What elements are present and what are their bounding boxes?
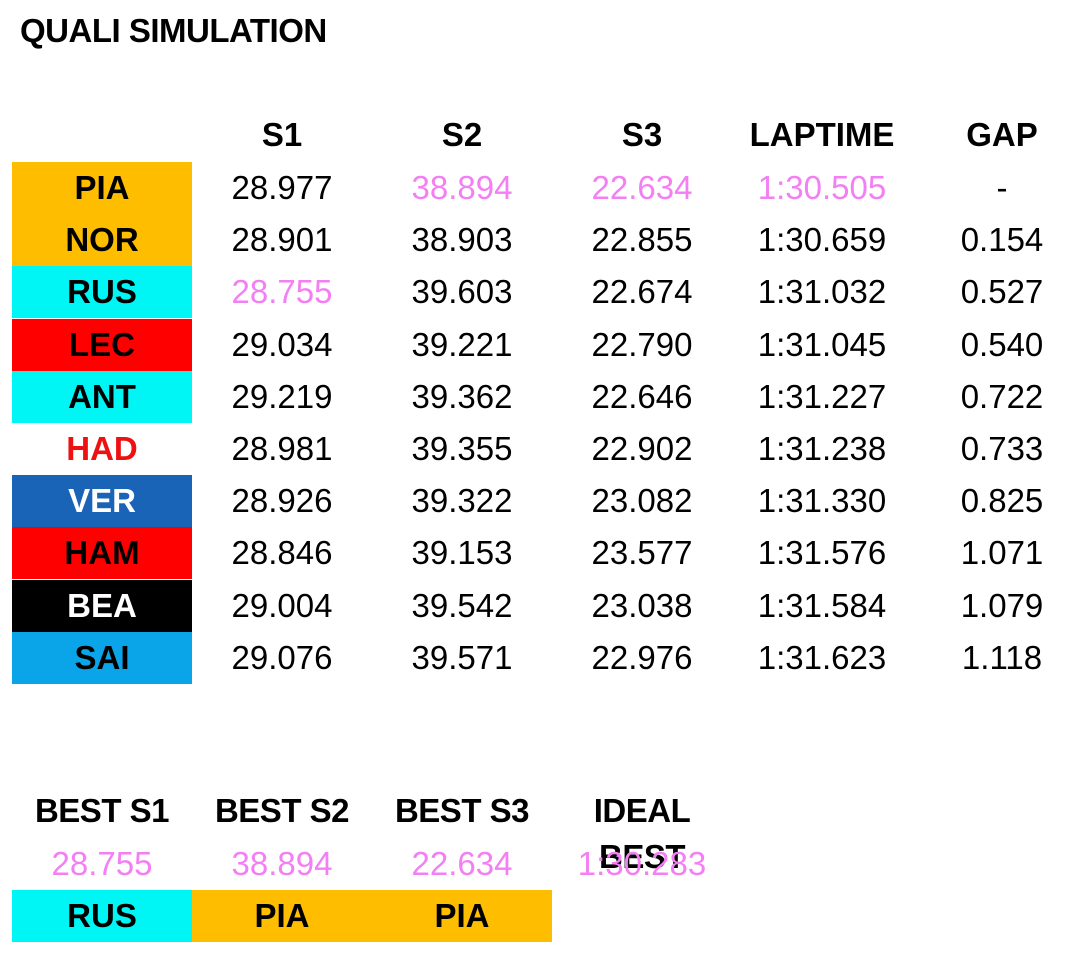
table-row: BEA 29.004 39.542 23.038 1:31.584 1.079 bbox=[0, 579, 1080, 632]
table-row: SAI 29.076 39.571 22.976 1:31.623 1.118 bbox=[0, 631, 1080, 684]
cell-s1: 28.846 bbox=[231, 534, 333, 572]
cell-laptime: 1:31.238 bbox=[757, 430, 887, 467]
cell-s1: 28.901 bbox=[231, 221, 333, 259]
cell-gap: 1.071 bbox=[960, 534, 1044, 572]
driver-code: NOR bbox=[12, 214, 192, 267]
cell-laptime: 1:31.584 bbox=[757, 586, 887, 624]
header-laptime: LAPTIME bbox=[749, 116, 895, 153]
cell-s2: 38.903 bbox=[411, 221, 513, 259]
cell-s3: 22.790 bbox=[591, 325, 693, 363]
page-title: QUALI SIMULATION bbox=[20, 12, 327, 49]
table-row: PIA 28.977 38.894 22.634 1:30.505 - bbox=[0, 162, 1080, 214]
driver-code: ANT bbox=[12, 370, 192, 423]
cell-s2: 39.542 bbox=[411, 586, 513, 624]
cell-s2: 39.322 bbox=[411, 482, 513, 520]
table-row: NOR 28.901 38.903 22.855 1:30.659 0.154 bbox=[0, 214, 1080, 267]
cell-s3: 22.855 bbox=[591, 221, 693, 259]
cell-s2: 39.221 bbox=[411, 325, 513, 363]
driver-code: SAI bbox=[12, 631, 192, 684]
cell-s1: 28.977 bbox=[231, 169, 333, 206]
best-s2-value: 38.894 bbox=[231, 845, 333, 882]
cell-gap: 1.079 bbox=[960, 586, 1044, 624]
cell-s3: 23.577 bbox=[591, 534, 693, 572]
cell-laptime: 1:30.659 bbox=[757, 221, 887, 259]
ideal-best-value: 1:30.283 bbox=[577, 845, 707, 882]
driver-code: RUS bbox=[12, 266, 192, 319]
cell-s3: 22.902 bbox=[591, 430, 693, 467]
best-s1-header: BEST S1 bbox=[34, 792, 170, 829]
cell-s3: 23.038 bbox=[591, 586, 693, 624]
driver-code: BEA bbox=[12, 579, 192, 632]
cell-s3: 22.976 bbox=[591, 638, 693, 676]
cell-gap: 1.118 bbox=[961, 638, 1043, 676]
driver-code: PIA bbox=[12, 162, 192, 214]
cell-laptime: 1:31.032 bbox=[757, 273, 887, 311]
cell-s1: 28.981 bbox=[231, 430, 333, 467]
cell-s3: 22.634 bbox=[591, 169, 693, 206]
cell-laptime: 1:30.505 bbox=[757, 169, 887, 206]
table-row: HAM 28.846 39.153 23.577 1:31.576 1.071 bbox=[0, 527, 1080, 580]
cell-s1: 28.926 bbox=[231, 482, 333, 520]
best-s2-header: BEST S2 bbox=[214, 792, 350, 829]
cell-laptime: 1:31.045 bbox=[757, 325, 887, 363]
cell-s1: 29.076 bbox=[231, 638, 333, 676]
driver-code: HAD bbox=[12, 423, 192, 475]
cell-s3: 22.674 bbox=[591, 273, 693, 311]
table-row: ANT 29.219 39.362 22.646 1:31.227 0.722 bbox=[0, 370, 1080, 423]
cell-s1: 29.034 bbox=[231, 325, 333, 363]
cell-s3: 23.082 bbox=[591, 482, 693, 520]
cell-s2: 39.153 bbox=[411, 534, 513, 572]
cell-gap: 0.722 bbox=[960, 377, 1044, 415]
cell-gap: 0.540 bbox=[960, 325, 1044, 363]
header-s1: S1 bbox=[261, 116, 303, 153]
cell-s2: 39.571 bbox=[411, 638, 513, 676]
cell-laptime: 1:31.623 bbox=[757, 638, 887, 676]
header-gap: GAP bbox=[966, 116, 1038, 153]
cell-s1: 29.004 bbox=[231, 586, 333, 624]
cell-s3: 22.646 bbox=[591, 377, 693, 415]
table-row: VER 28.926 39.322 23.082 1:31.330 0.825 bbox=[0, 475, 1080, 528]
best-s1-value: 28.755 bbox=[51, 845, 153, 882]
header-s2: S2 bbox=[441, 116, 483, 153]
cell-gap: - bbox=[996, 169, 1008, 206]
cell-gap: 0.733 bbox=[960, 430, 1044, 467]
cell-laptime: 1:31.227 bbox=[757, 377, 887, 415]
cell-s2: 39.603 bbox=[411, 273, 513, 311]
best-s3-value: 22.634 bbox=[411, 845, 513, 882]
table-row: LEC 29.034 39.221 22.790 1:31.045 0.540 bbox=[0, 318, 1080, 371]
cell-gap: 0.527 bbox=[960, 273, 1044, 311]
cell-s1: 28.755 bbox=[231, 273, 333, 311]
table-row: RUS 28.755 39.603 22.674 1:31.032 0.527 bbox=[0, 266, 1080, 319]
cell-s1: 29.219 bbox=[231, 377, 333, 415]
cell-gap: 0.825 bbox=[960, 482, 1044, 520]
driver-code: HAM bbox=[12, 527, 192, 580]
driver-code: VER bbox=[12, 475, 192, 528]
cell-s2: 38.894 bbox=[411, 169, 513, 206]
best-s3-header: BEST S3 bbox=[394, 792, 530, 829]
ideal-best-header: IDEAL BEST bbox=[593, 792, 691, 875]
cell-laptime: 1:31.576 bbox=[757, 534, 887, 572]
table-row: HAD 28.981 39.355 22.902 1:31.238 0.733 bbox=[0, 423, 1080, 475]
cell-gap: 0.154 bbox=[960, 221, 1044, 259]
best-s1-driver: RUS bbox=[12, 890, 192, 942]
cell-s2: 39.355 bbox=[411, 430, 513, 467]
best-s3-driver: PIA bbox=[372, 890, 552, 942]
cell-s2: 39.362 bbox=[411, 377, 513, 415]
driver-code: LEC bbox=[12, 318, 192, 371]
best-s2-driver: PIA bbox=[192, 890, 372, 942]
cell-laptime: 1:31.330 bbox=[757, 482, 887, 520]
header-s3: S3 bbox=[621, 116, 663, 153]
